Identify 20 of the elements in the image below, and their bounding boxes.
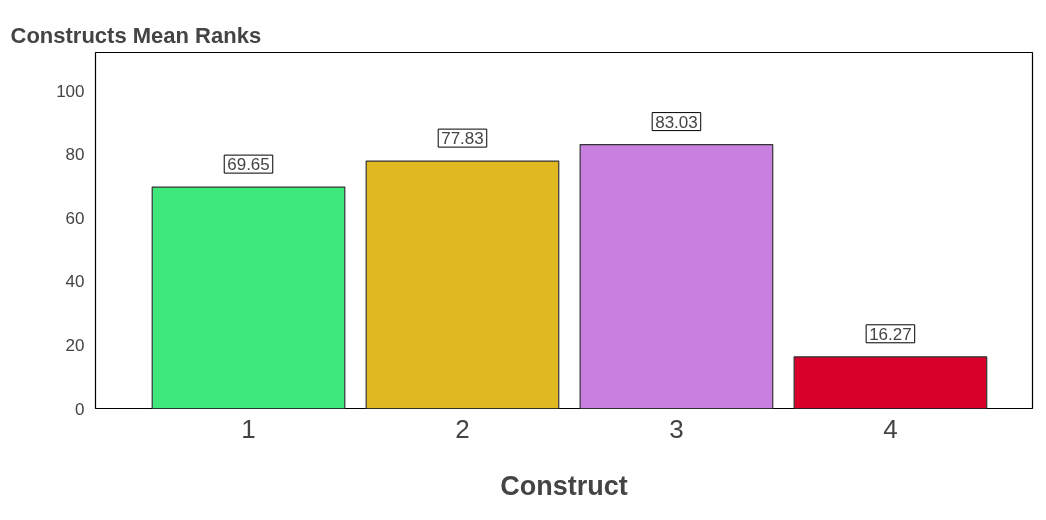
- y-tick-label: 100: [56, 81, 85, 101]
- y-tick-label: 20: [65, 335, 85, 355]
- x-tick-label: 2: [455, 413, 470, 444]
- y-tick-label: 60: [65, 208, 85, 228]
- x-tick-label: 1: [241, 413, 256, 444]
- bar: [365, 160, 560, 409]
- x-tick-label: 4: [883, 413, 898, 444]
- chart-title: Constructs Mean Ranks: [10, 22, 262, 48]
- x-tick-label: 3: [669, 413, 684, 444]
- data-label: 77.83: [441, 129, 484, 149]
- data-label: 69.65: [227, 155, 270, 175]
- y-tick-label: 80: [65, 145, 85, 165]
- y-tick-label: 0: [75, 399, 85, 419]
- x-axis-title: Construct: [500, 470, 628, 501]
- bar: [579, 143, 774, 409]
- data-label: 83.03: [655, 112, 698, 132]
- y-tick-label: 40: [65, 272, 85, 292]
- data-label: 16.27: [869, 324, 912, 344]
- bar: [793, 356, 988, 409]
- bar: [151, 186, 346, 409]
